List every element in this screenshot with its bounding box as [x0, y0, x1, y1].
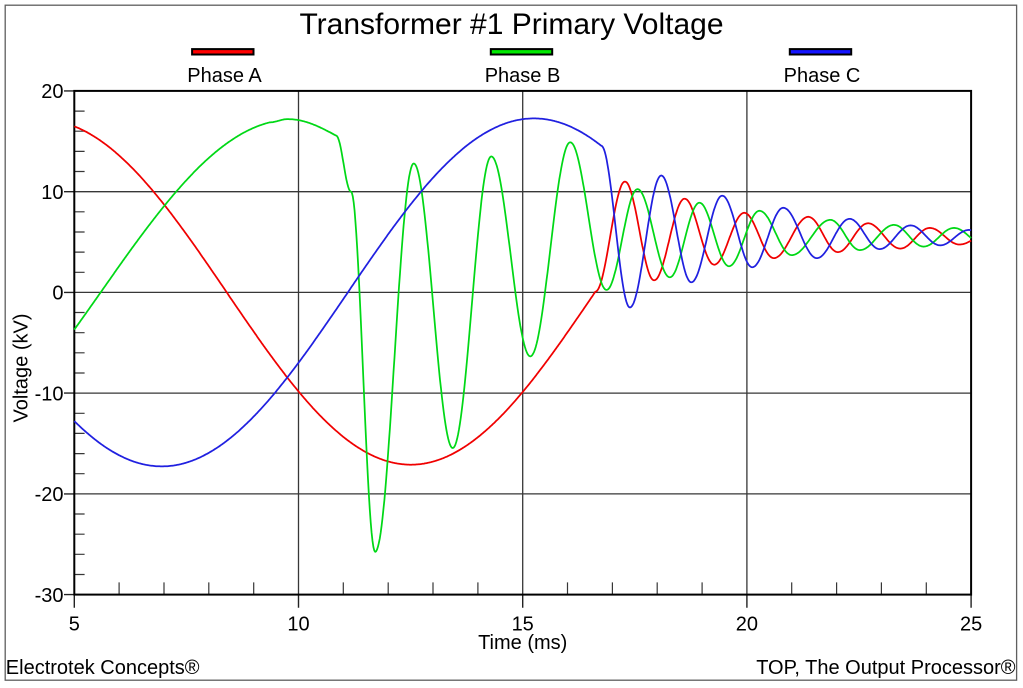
- svg-text:-10: -10: [35, 383, 64, 405]
- svg-text:25: 25: [960, 614, 982, 636]
- svg-text:Phase C: Phase C: [784, 65, 861, 87]
- svg-text:20: 20: [41, 81, 63, 103]
- svg-text:Time (ms): Time (ms): [478, 632, 567, 654]
- svg-text:Electrotek Concepts®: Electrotek Concepts®: [6, 657, 200, 679]
- svg-text:0: 0: [52, 283, 63, 305]
- svg-text:Phase B: Phase B: [485, 65, 561, 87]
- svg-text:10: 10: [41, 182, 63, 204]
- svg-text:-30: -30: [35, 585, 64, 607]
- svg-text:TOP, The Output Processor®: TOP, The Output Processor®: [756, 657, 1016, 679]
- svg-text:Transformer #1 Primary Voltage: Transformer #1 Primary Voltage: [299, 8, 723, 41]
- svg-text:15: 15: [512, 614, 534, 636]
- svg-text:5: 5: [69, 614, 80, 636]
- svg-text:10: 10: [287, 614, 309, 636]
- svg-text:Voltage (kV): Voltage (kV): [11, 314, 33, 423]
- svg-text:Phase A: Phase A: [187, 65, 262, 87]
- svg-text:20: 20: [736, 614, 758, 636]
- svg-text:-20: -20: [35, 484, 64, 506]
